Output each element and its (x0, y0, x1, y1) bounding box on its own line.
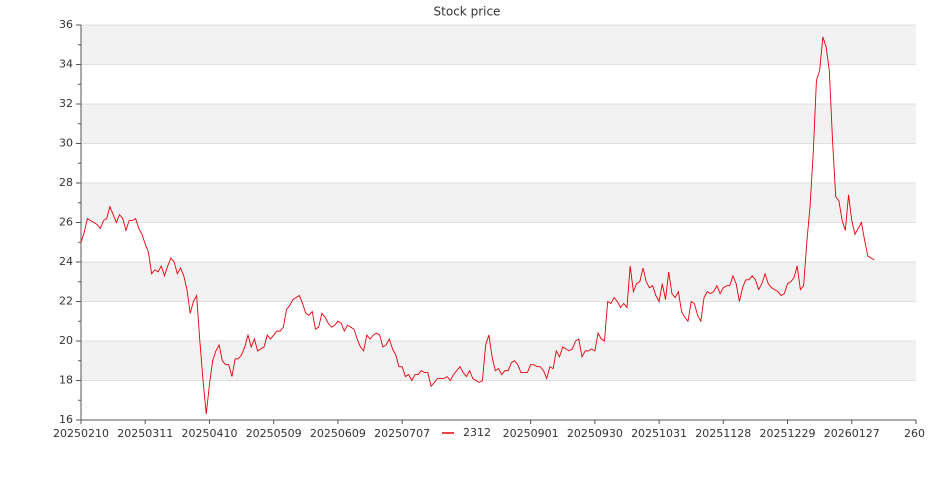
line-series (80, 36, 875, 415)
x-tick-label: 20260127 (824, 427, 880, 440)
y-tick-label: 18 (59, 374, 73, 387)
x-tick-label: 20250210 (53, 427, 109, 440)
x-tick-label: 20251128 (695, 427, 751, 440)
grid-band (81, 104, 916, 144)
grid-band (81, 25, 916, 65)
x-tick-label: 260 (904, 427, 925, 440)
x-tick-label: 20251229 (760, 427, 816, 440)
legend-label: 2312 (463, 426, 491, 439)
y-tick-label: 16 (59, 413, 73, 426)
chart-title: Stock price (434, 5, 501, 19)
y-tick-label: 34 (59, 58, 73, 71)
x-tick-label: 20251031 (631, 427, 687, 440)
grid-band (81, 183, 916, 223)
y-tick-label: 36 (59, 18, 73, 31)
y-tick-label: 20 (59, 334, 73, 347)
grid-band (81, 341, 916, 381)
x-tick-label: 20250707 (374, 427, 430, 440)
y-tick-label: 32 (59, 97, 73, 110)
x-tick-label: 20250930 (567, 427, 623, 440)
x-tick-label: 20250901 (503, 427, 559, 440)
x-tick-label: 20250311 (117, 427, 173, 440)
y-tick-label: 28 (59, 176, 73, 189)
x-tick-label: 20250410 (181, 427, 237, 440)
y-tick-label: 22 (59, 295, 73, 308)
y-tick-label: 26 (59, 216, 73, 229)
x-tick-label: 20250509 (246, 427, 302, 440)
y-tick-label: 30 (59, 137, 73, 150)
x-tick-label: 20250609 (310, 427, 366, 440)
grid-band (81, 262, 916, 302)
y-tick-label: 24 (59, 255, 73, 268)
